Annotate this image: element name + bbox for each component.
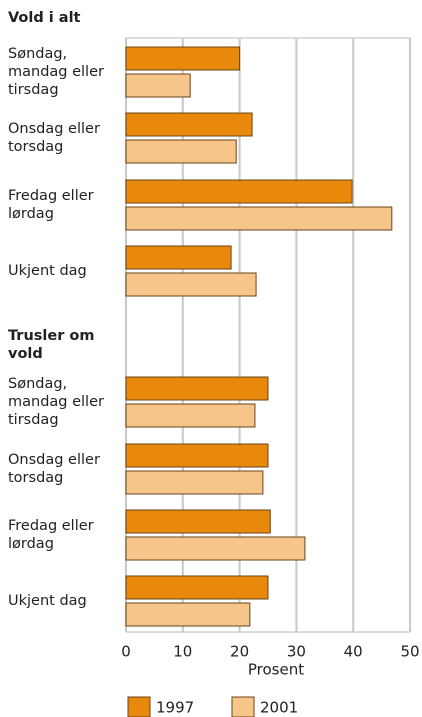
category-label: Fredag eller lørdag [8,518,94,552]
x-tick-label: 40 [344,643,363,661]
bar [125,139,237,164]
group-title: Trusler om vold [8,328,95,362]
category-label: Fredag eller lørdag [8,188,94,222]
bar [125,73,191,98]
category-label: Onsdag eller torsdag [8,452,100,486]
legend-swatch [231,696,255,717]
category-label: Søndag, mandag eller tirsdag [8,376,104,428]
bar [125,376,269,401]
bar [125,403,256,428]
x-tick-label: 50 [400,643,419,661]
bar [125,602,251,627]
bar [125,206,393,231]
bar [125,470,264,495]
bar [125,245,232,270]
category-label: Ukjent dag [8,263,87,279]
x-tick-label: 20 [230,643,249,661]
legend-label: 1997 [156,699,194,717]
x-tick-label: 0 [121,643,131,661]
bar [125,46,241,71]
category-label: Ukjent dag [8,593,87,609]
bar [125,509,271,534]
bar [125,443,269,468]
bar [125,575,269,600]
category-label: Søndag, mandag eller tirsdag [8,46,104,98]
bar [125,536,306,561]
legend-swatch [127,696,151,717]
x-tick-label: 30 [287,643,306,661]
group-title: Vold i alt [8,10,81,26]
x-tick-label: 10 [173,643,192,661]
x-axis-label: Prosent [248,661,304,679]
bar [125,272,257,297]
bar [125,112,253,137]
legend-label: 2001 [260,699,298,717]
bar [125,179,353,204]
category-label: Onsdag eller torsdag [8,121,100,155]
